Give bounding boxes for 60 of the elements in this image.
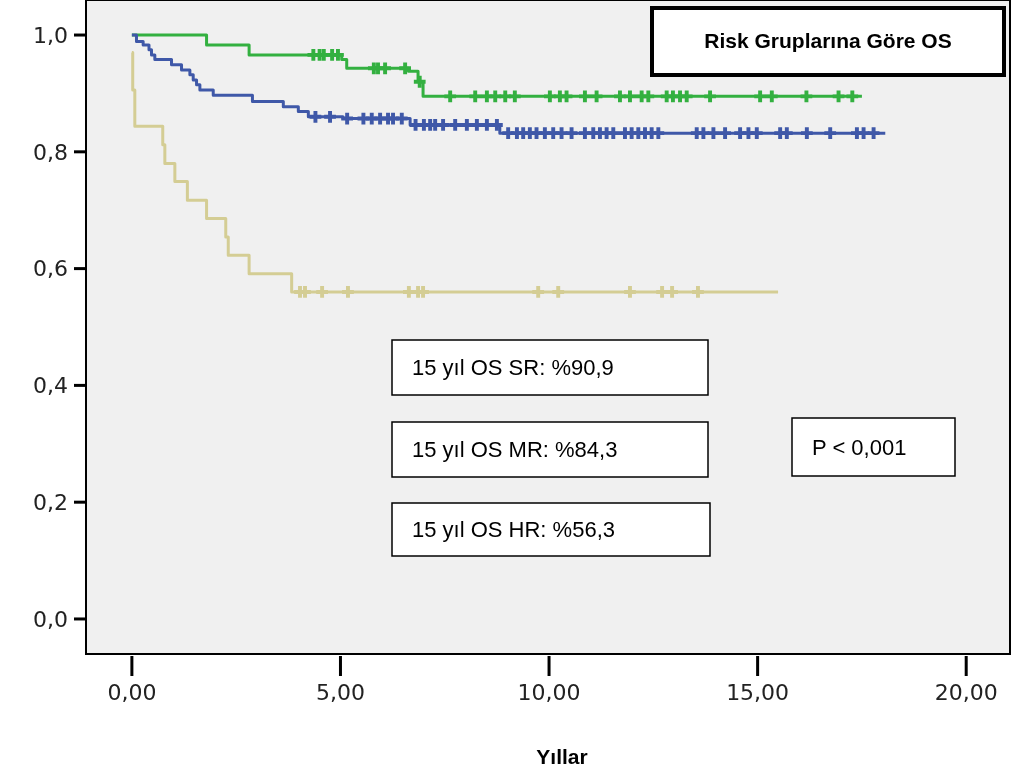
point bbox=[824, 127, 837, 140]
point bbox=[469, 90, 482, 103]
x-tick-label: 10,00 bbox=[517, 680, 581, 705]
point bbox=[449, 119, 462, 131]
x-axis-title: Yıllar bbox=[536, 745, 588, 768]
point bbox=[309, 110, 322, 123]
y-tick-label: 0,8 bbox=[33, 139, 68, 165]
point bbox=[489, 90, 502, 103]
point bbox=[552, 286, 565, 298]
point bbox=[413, 75, 426, 88]
point bbox=[704, 90, 716, 103]
annotation: 15 yıl OS MR: %84,3 bbox=[412, 437, 618, 463]
point bbox=[765, 90, 778, 103]
point bbox=[316, 286, 328, 298]
y-tick-label: 0,6 bbox=[33, 256, 68, 282]
point bbox=[379, 62, 391, 75]
point bbox=[532, 286, 545, 298]
point bbox=[750, 127, 763, 140]
point bbox=[846, 90, 859, 103]
point bbox=[656, 286, 668, 298]
y-tick-label: 0,0 bbox=[33, 606, 68, 632]
annotation: 15 yıl OS SR: %90,9 bbox=[412, 355, 614, 381]
point bbox=[754, 90, 766, 103]
y-tick-label: 0,2 bbox=[33, 489, 68, 515]
point bbox=[800, 90, 813, 103]
x-tick-label: 0,00 bbox=[107, 680, 157, 705]
x-tick-label: 15,00 bbox=[726, 680, 790, 705]
point bbox=[624, 286, 636, 298]
point bbox=[719, 127, 731, 140]
point bbox=[499, 90, 512, 103]
point bbox=[579, 90, 591, 103]
x-tick-label: 20,00 bbox=[934, 680, 998, 705]
point bbox=[697, 127, 710, 140]
point bbox=[607, 127, 620, 140]
text: Risk Gruplarına Göre OS bbox=[704, 29, 952, 53]
point bbox=[491, 119, 503, 131]
point bbox=[642, 90, 655, 103]
annotation: 15 yıl OS HR: %56,3 bbox=[412, 517, 615, 543]
point bbox=[342, 286, 354, 298]
x-tick-label: 5,00 bbox=[315, 680, 365, 705]
point bbox=[555, 127, 568, 140]
point bbox=[692, 286, 704, 298]
point bbox=[867, 127, 880, 140]
point bbox=[565, 127, 578, 140]
point bbox=[544, 90, 556, 103]
y-tick-label: 0,4 bbox=[33, 373, 68, 399]
point bbox=[832, 90, 845, 103]
annotation: P < 0,001 bbox=[812, 434, 907, 460]
point bbox=[508, 90, 521, 103]
point bbox=[652, 127, 665, 140]
y-tick-label: 1,0 bbox=[33, 22, 68, 48]
point bbox=[590, 90, 603, 103]
point bbox=[560, 90, 573, 103]
point bbox=[614, 90, 626, 103]
point bbox=[800, 127, 813, 140]
point bbox=[624, 90, 636, 103]
point bbox=[324, 110, 336, 123]
point bbox=[399, 62, 411, 75]
point bbox=[707, 127, 720, 140]
point bbox=[444, 90, 457, 103]
